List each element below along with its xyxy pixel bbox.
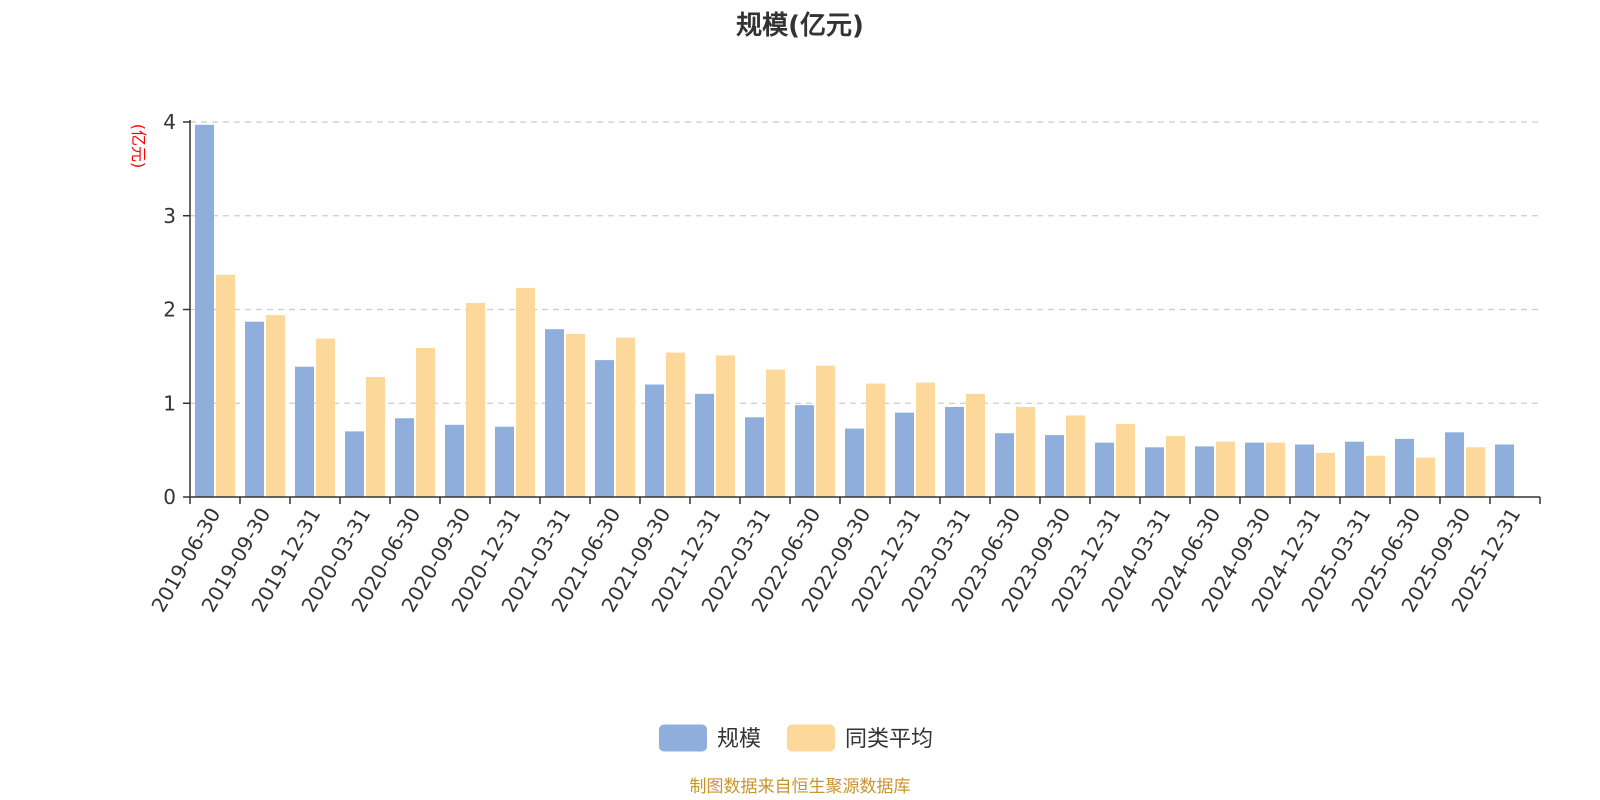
bar-peer-average	[1216, 441, 1235, 497]
axes	[189, 120, 1540, 498]
bar-peer-average	[416, 347, 435, 497]
x-axis-ticks: 2019-06-302019-09-302019-12-312020-03-31…	[146, 497, 1541, 616]
bar-scale	[1295, 444, 1314, 497]
bar-scale	[795, 405, 814, 497]
bar-scale	[945, 407, 964, 497]
bar-scale	[1445, 432, 1464, 497]
y-axis-unit-label: (亿元)	[129, 124, 148, 169]
bar-peer-average	[916, 382, 935, 497]
y-tick-label: 1	[163, 391, 176, 415]
bar-scale	[395, 418, 414, 497]
y-tick-label: 3	[163, 204, 176, 228]
bar-scale	[645, 384, 664, 497]
bar-peer-average	[666, 352, 685, 497]
bar-scale	[695, 393, 714, 497]
bar-peer-average	[1366, 455, 1385, 497]
bar-peer-average	[516, 287, 535, 497]
bar-scale	[745, 417, 764, 497]
legend-label: 同类平均	[845, 727, 933, 752]
bar-scale	[995, 433, 1014, 497]
bar-scale	[845, 428, 864, 497]
bar-peer-average	[716, 355, 735, 497]
bar-peer-average	[1416, 457, 1435, 497]
bar-scale	[1495, 444, 1514, 497]
bar-peer-average	[1016, 407, 1035, 497]
y-tick-label: 2	[163, 298, 176, 322]
bar-peer-average	[466, 302, 485, 497]
bar-peer-average	[266, 315, 285, 497]
bars	[195, 124, 1514, 497]
bar-peer-average	[1166, 436, 1185, 497]
bar-scale	[1095, 442, 1114, 497]
bar-scale	[195, 124, 214, 497]
bar-peer-average	[766, 369, 785, 497]
bar-peer-average	[866, 383, 885, 497]
bar-scale	[1345, 441, 1364, 497]
bar-peer-average	[566, 333, 585, 497]
legend-label: 规模	[717, 727, 761, 752]
legend-swatch	[659, 724, 707, 752]
y-axis-ticks: 0 1 2 3 4	[163, 110, 190, 509]
bar-scale	[1045, 435, 1064, 497]
chart-title: 规模(亿元)	[736, 11, 864, 41]
bar-scale	[1245, 442, 1264, 497]
bar-scale	[445, 424, 464, 497]
bar-scale	[1145, 447, 1164, 497]
bar-peer-average	[1466, 447, 1485, 497]
bar-scale	[1195, 446, 1214, 497]
legend: 规模 同类平均	[659, 724, 933, 752]
bar-peer-average	[366, 377, 385, 497]
bar-scale	[345, 431, 364, 497]
bar-peer-average	[1116, 423, 1135, 497]
bar-scale	[245, 321, 264, 497]
bar-scale	[545, 329, 564, 497]
grid-lines	[190, 121, 1540, 404]
bar-peer-average	[816, 365, 835, 497]
y-tick-label: 0	[163, 485, 176, 509]
bar-peer-average	[316, 338, 335, 497]
bar-scale	[595, 360, 614, 497]
bar-peer-average	[216, 274, 235, 497]
bar-scale	[495, 426, 514, 497]
bar-peer-average	[1316, 452, 1335, 497]
bar-scale	[295, 366, 314, 497]
bar-scale	[895, 412, 914, 497]
source-note: 制图数据来自恒生聚源数据库	[690, 777, 911, 797]
y-tick-label: 4	[163, 110, 176, 134]
legend-swatch	[787, 724, 835, 752]
bar-peer-average	[1066, 415, 1085, 497]
bar-scale	[1395, 438, 1414, 497]
bar-peer-average	[966, 393, 985, 497]
bar-peer-average	[1266, 442, 1285, 497]
bar-peer-average	[616, 337, 635, 497]
